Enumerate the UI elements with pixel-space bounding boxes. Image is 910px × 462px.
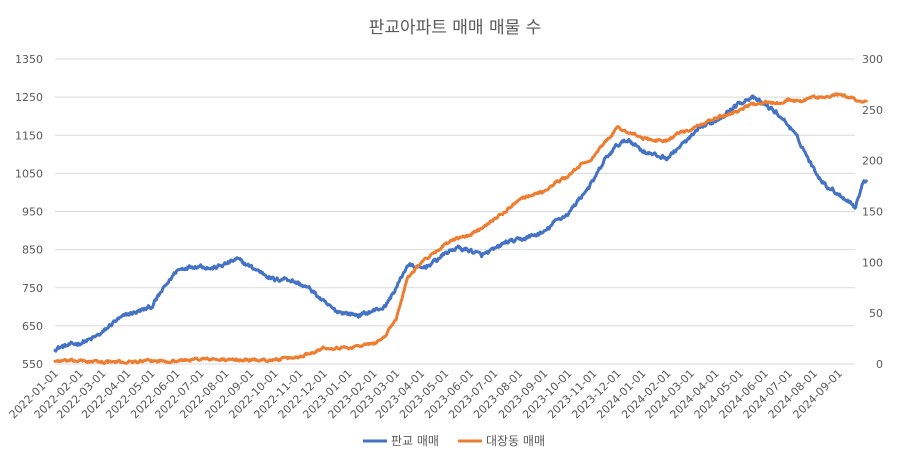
series-line-daejang — [53, 92, 868, 366]
y-left-tick-label: 1350 — [15, 53, 43, 66]
chart-title: 판교아파트 매매 매물 수 — [369, 18, 542, 38]
y-left-tick-label: 1250 — [15, 91, 43, 104]
y-left-tick-label: 850 — [22, 244, 43, 257]
x-axis: 2022-01-012022-02-012022-03-012022-04-01… — [7, 367, 845, 421]
y-left-tick-label: 750 — [22, 282, 43, 295]
y-right-tick-label: 100 — [862, 256, 883, 269]
y-left-tick-label: 950 — [22, 206, 43, 219]
y-right-tick-label: 250 — [862, 104, 883, 117]
legend-label: 대장동 매매 — [486, 434, 545, 448]
y-right-tick-label: 0 — [876, 358, 883, 371]
left-axis: 550 650 750 850 950 1050 1150 1250 1350 — [15, 53, 43, 371]
right-axis: 0 50 100 150 200 250 300 — [862, 53, 883, 371]
series-line-pangyo — [53, 94, 868, 353]
y-right-tick-label: 50 — [869, 307, 883, 320]
y-right-tick-label: 200 — [862, 155, 883, 168]
y-left-tick-label: 1050 — [15, 167, 43, 180]
legend-label: 판교 매매 — [391, 434, 439, 448]
y-left-tick-label: 550 — [22, 358, 43, 371]
y-left-tick-label: 1150 — [15, 129, 43, 142]
y-right-tick-label: 150 — [862, 206, 883, 219]
legend[interactable]: 판교 매매 대장동 매매 — [363, 434, 545, 448]
y-left-tick-label: 650 — [22, 320, 43, 333]
series-layer — [53, 92, 868, 366]
gridlines — [55, 58, 855, 365]
y-right-tick-label: 300 — [862, 53, 883, 66]
